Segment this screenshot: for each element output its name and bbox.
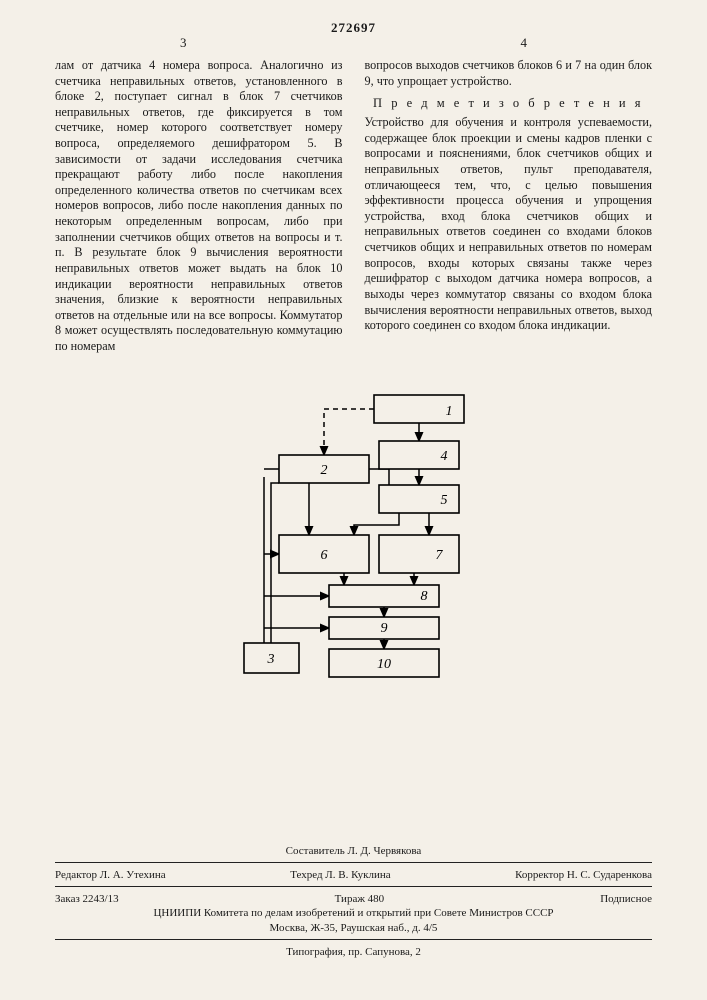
svg-text:1: 1 [445,404,452,419]
tirazh: Тираж 480 [335,892,385,907]
svg-text:8: 8 [420,589,427,604]
block-1: 1 [374,395,464,423]
svg-text:3: 3 [266,652,274,667]
block-5: 5 [379,485,459,513]
footer-rule-3 [55,939,652,940]
block-10: 10 [329,649,439,677]
order: Заказ 2243/13 [55,892,119,907]
block-7: 7 [379,535,459,573]
imprint-footer: Составитель Л. Д. Червякова Редактор Л. … [55,844,652,960]
corrector: Корректор Н. С. Сударенкова [515,868,652,883]
svg-text:5: 5 [440,493,447,508]
patent-page: 272697 3 4 лам от датчика 4 номера вопро… [0,0,707,1000]
techred: Техред Л. В. Куклина [290,868,390,883]
editorial-row: Редактор Л. А. Утехина Техред Л. В. Кукл… [55,868,652,883]
svg-text:7: 7 [435,548,443,563]
column-number-right: 4 [521,35,528,52]
block-3: 3 [244,643,299,673]
print-row: Заказ 2243/13 Тираж 480 Подписное [55,892,652,907]
block-6: 6 [279,535,369,573]
block-9: 9 [329,617,439,639]
text-columns: лам от датчика 4 номера вопроса. Аналоги… [55,58,652,355]
svg-text:10: 10 [377,657,391,672]
column-number-left: 3 [180,35,187,52]
typography: Типография, пр. Сапунова, 2 [55,945,652,960]
footer-rule-1 [55,862,652,863]
compiler: Составитель Л. Д. Червякова [55,844,652,859]
address: Москва, Ж-35, Раушская наб., д. 4/5 [55,921,652,936]
editor: Редактор Л. А. Утехина [55,868,166,883]
left-column: лам от датчика 4 номера вопроса. Аналоги… [55,58,343,355]
svg-text:6: 6 [320,548,327,563]
right-column-top: вопросов выходов счетчиков блоков 6 и 7 … [365,58,653,89]
left-column-text: лам от датчика 4 номера вопроса. Аналоги… [55,58,343,355]
svg-text:2: 2 [320,463,327,478]
patent-number: 272697 [0,20,707,37]
right-column: вопросов выходов счетчиков блоков 6 и 7 … [365,58,653,355]
block-4: 4 [379,441,459,469]
claims-title: П р е д м е т и з о б р е т е н и я [365,95,653,111]
svg-text:9: 9 [380,621,387,636]
org: ЦНИИПИ Комитета по делам изобретений и о… [55,906,652,921]
claims-text: Устройство для обучения и контроля успев… [365,115,653,334]
diagram-container: 1 2 4 5 6 7 8 9 10 3 [55,375,652,715]
block-2: 2 [279,455,369,483]
footer-rule-2 [55,886,652,887]
subscription: Подписное [600,892,652,907]
block-diagram: 1 2 4 5 6 7 8 9 10 3 [214,375,494,715]
block-8: 8 [329,585,439,607]
svg-text:4: 4 [440,449,447,464]
